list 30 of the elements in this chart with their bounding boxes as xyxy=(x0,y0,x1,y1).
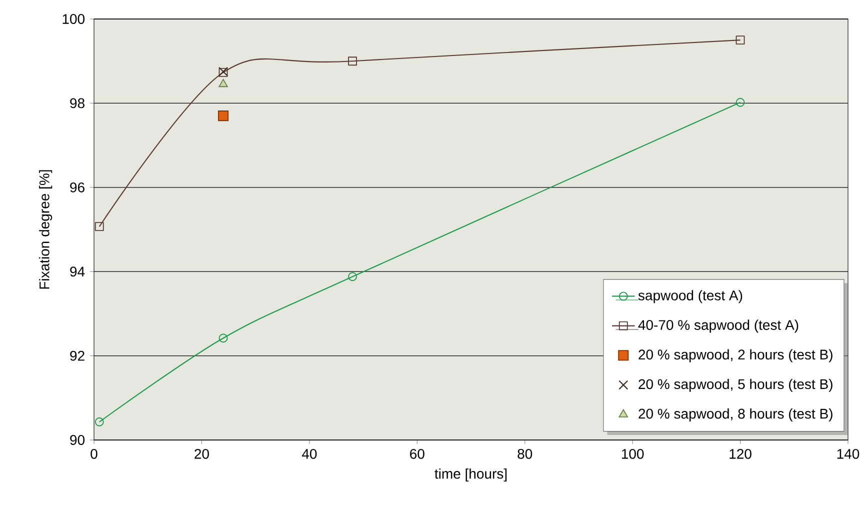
y-tick-label: 98 xyxy=(70,98,84,108)
y-tick-label: 94 xyxy=(70,266,85,277)
x-tick-label: 60 xyxy=(410,448,424,459)
x-tick-label: 80 xyxy=(518,448,532,459)
y-tick-label: 92 xyxy=(70,350,84,361)
legend-label: 20 % sapwood, 8 hours (test B) xyxy=(638,408,832,422)
point xyxy=(736,36,745,45)
point xyxy=(94,222,104,232)
point xyxy=(736,98,745,107)
point xyxy=(94,417,104,426)
x-tick-label: 120 xyxy=(730,448,752,459)
x-tick-label: 0 xyxy=(90,448,98,459)
legend-label: 20 % sapwood, 2 hours (test B) xyxy=(638,349,832,362)
point xyxy=(218,110,229,122)
legend-label: 40-70 % sapwood (test A) xyxy=(638,320,798,333)
point xyxy=(218,78,228,88)
y-tick-label: 96 xyxy=(70,182,84,192)
y-tick-label: 100 xyxy=(62,14,85,24)
point xyxy=(348,272,357,282)
y-axis-title: Fixation degree [%] xyxy=(39,170,52,289)
legend-label: sapwood (test A) xyxy=(638,290,742,304)
x-axis-title: time [hours] xyxy=(434,468,507,482)
legend-label: 20 % sapwood, 5 hours (test B) xyxy=(638,378,832,392)
point xyxy=(218,334,228,343)
x-tick-label: 20 xyxy=(194,448,209,459)
x-tick-label: 40 xyxy=(302,448,317,459)
point xyxy=(348,56,357,66)
x-tick-label: 100 xyxy=(622,448,644,459)
x-tick-label: 140 xyxy=(837,448,860,459)
y-tick-label: 90 xyxy=(70,435,85,445)
